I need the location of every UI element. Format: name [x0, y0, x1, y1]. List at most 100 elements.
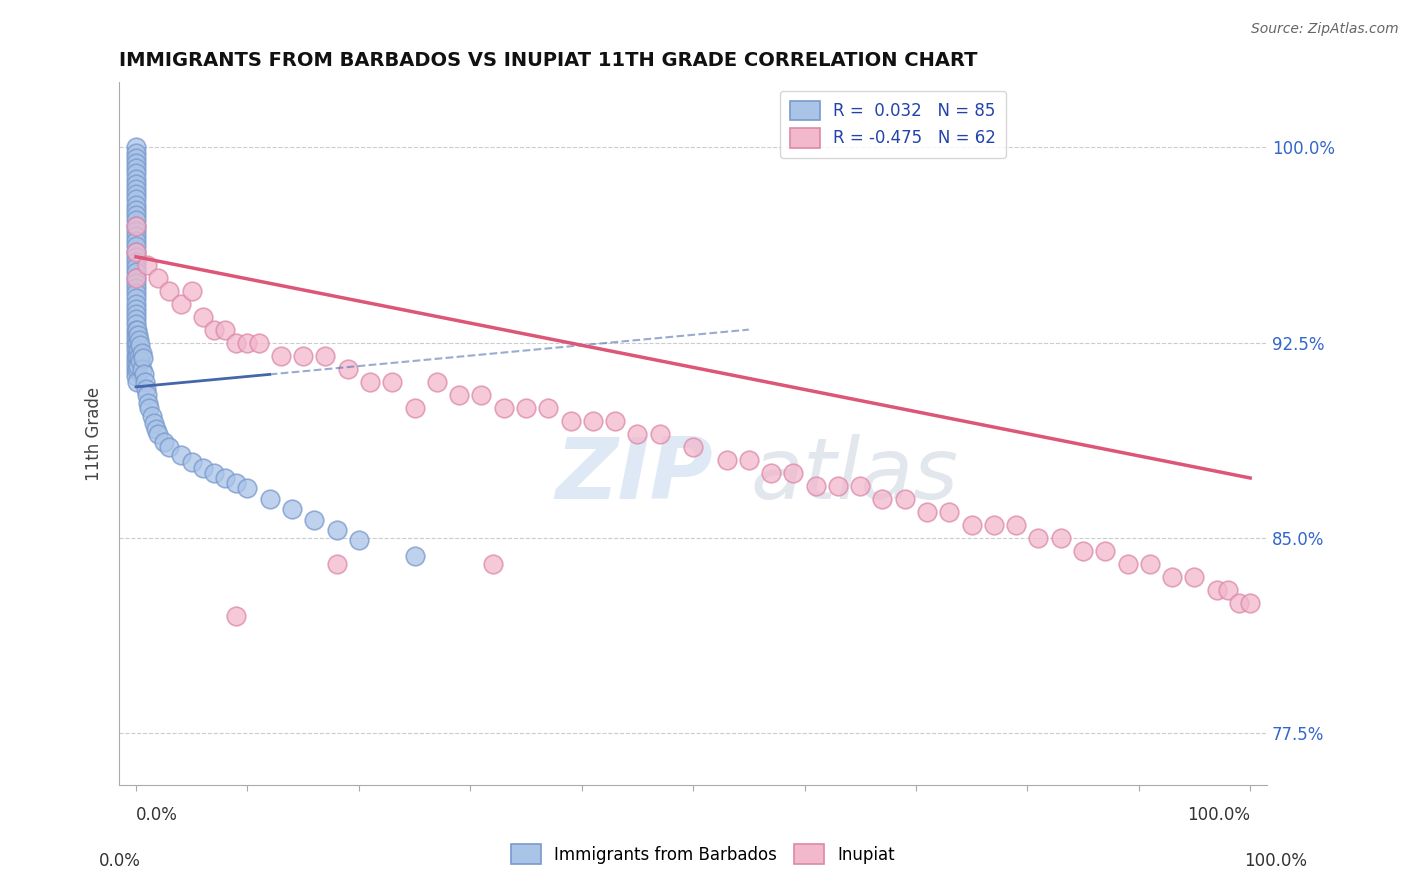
Point	[225, 609, 247, 624]
Point	[894, 491, 917, 506]
Point	[125, 224, 148, 238]
Point	[759, 466, 782, 480]
Point	[1216, 582, 1239, 597]
Point	[135, 383, 157, 397]
Point	[132, 367, 155, 381]
Point	[125, 354, 148, 368]
Point	[125, 250, 148, 264]
Point	[1205, 582, 1227, 597]
Point	[157, 440, 180, 454]
Point	[304, 513, 326, 527]
Point	[125, 197, 148, 211]
Point	[648, 426, 671, 441]
Point	[626, 426, 648, 441]
Point	[336, 361, 359, 376]
Point	[127, 323, 149, 337]
Point	[125, 156, 148, 170]
Point	[128, 333, 150, 347]
Point	[157, 284, 180, 298]
Text: 100.0%: 100.0%	[1187, 806, 1250, 824]
Point	[202, 466, 225, 480]
Point	[1049, 531, 1071, 545]
Point	[191, 460, 214, 475]
Text: 0.0%: 0.0%	[98, 852, 141, 870]
Point	[1227, 596, 1250, 610]
Point	[1116, 557, 1139, 571]
Text: atlas: atlas	[751, 434, 959, 517]
Point	[682, 440, 704, 454]
Point	[582, 414, 605, 428]
Point	[125, 219, 148, 233]
Point	[125, 239, 148, 253]
Point	[125, 281, 148, 295]
Point	[270, 349, 292, 363]
Point	[426, 375, 449, 389]
Point	[169, 448, 191, 462]
Point	[125, 270, 148, 285]
Point	[125, 166, 148, 180]
Point	[127, 359, 149, 373]
Point	[281, 502, 304, 516]
Point	[127, 335, 149, 350]
Point	[153, 434, 176, 449]
Point	[125, 343, 148, 358]
Point	[325, 523, 347, 537]
Point	[125, 349, 148, 363]
Point	[125, 234, 148, 248]
Point	[125, 276, 148, 290]
Point	[125, 292, 148, 306]
Point	[125, 338, 148, 352]
Point	[125, 151, 148, 165]
Point	[180, 284, 202, 298]
Point	[603, 414, 626, 428]
Point	[125, 177, 148, 191]
Point	[180, 455, 202, 469]
Point	[125, 301, 148, 316]
Point	[136, 387, 159, 401]
Point	[125, 286, 148, 301]
Point	[481, 557, 503, 571]
Point	[470, 387, 492, 401]
Point	[1239, 596, 1261, 610]
Point	[782, 466, 804, 480]
Point	[225, 476, 247, 491]
Point	[716, 452, 738, 467]
Point	[225, 335, 247, 350]
Point	[125, 312, 148, 326]
Point	[125, 364, 148, 378]
Point	[404, 549, 426, 563]
Point	[404, 401, 426, 415]
Point	[127, 343, 149, 358]
Point	[125, 244, 148, 259]
Point	[236, 482, 259, 496]
Point	[125, 161, 148, 176]
Point	[125, 369, 148, 384]
Point	[131, 351, 153, 366]
Point	[125, 270, 148, 285]
Point	[125, 260, 148, 274]
Point	[314, 349, 336, 363]
Point	[191, 310, 214, 324]
Point	[125, 219, 148, 233]
Point	[125, 359, 148, 373]
Point	[449, 387, 471, 401]
Point	[125, 327, 148, 342]
Point	[560, 414, 582, 428]
Point	[125, 213, 148, 227]
Point	[1005, 517, 1028, 532]
Point	[136, 258, 159, 272]
Y-axis label: 11th Grade: 11th Grade	[86, 386, 103, 481]
Point	[738, 452, 761, 467]
Point	[134, 375, 156, 389]
Point	[804, 479, 827, 493]
Point	[347, 533, 370, 548]
Point	[125, 323, 148, 337]
Point	[1161, 570, 1184, 584]
Point	[125, 318, 148, 332]
Point	[125, 182, 148, 196]
Point	[125, 145, 148, 160]
Point	[125, 228, 148, 243]
Point	[127, 327, 149, 342]
Point	[142, 417, 165, 431]
Point	[537, 401, 560, 415]
